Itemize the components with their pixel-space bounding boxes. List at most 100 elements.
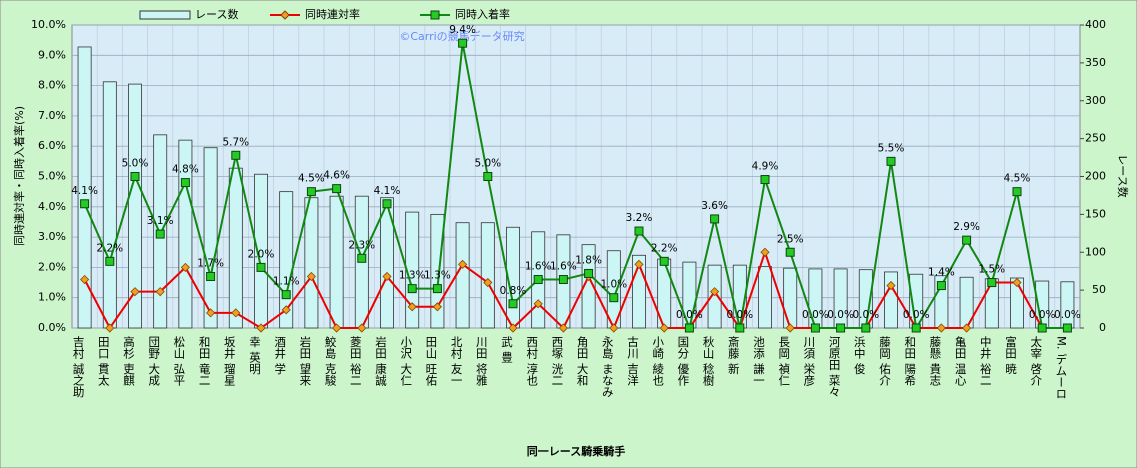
data-label: 0.0% [827, 309, 854, 321]
marker [382, 271, 392, 282]
data-label: 3.2% [626, 212, 653, 224]
y-tick-label: 3.0% [38, 230, 66, 243]
x-tick-label: 川田 将雅 [475, 336, 489, 386]
marker [1012, 187, 1022, 197]
x-tick-label: 小崎 綾也 [651, 336, 665, 386]
marker [987, 278, 997, 288]
data-label: 5.5% [878, 142, 905, 154]
x-tick-label: 秋山 稔樹 [702, 335, 716, 386]
line [83, 249, 1068, 331]
bar [203, 147, 218, 329]
marker [458, 38, 468, 48]
marker [558, 323, 568, 333]
x-tick-label: 和田 陽希 [903, 336, 917, 386]
y2-tick-label: 100 [1085, 245, 1106, 258]
legend-label: レース数 [195, 8, 238, 21]
marker [861, 323, 871, 333]
x-tick-label: 川須 栄彦 [802, 336, 816, 386]
marker [332, 323, 342, 333]
data-label: 1.6% [550, 261, 577, 273]
x-tick-label: 池添 謙一 [752, 336, 766, 386]
x-tick-label: 酒井 学 [273, 336, 287, 374]
marker [306, 187, 316, 197]
data-label: 4.9% [752, 161, 779, 173]
data-label: 4.5% [298, 173, 325, 185]
y2-tick-label: 50 [1092, 283, 1106, 296]
data-label: 2.2% [651, 242, 678, 254]
data-label: 9.4% [449, 24, 476, 36]
x-tick-label: 岩田 康誠 [374, 335, 388, 386]
marker [634, 259, 644, 269]
marker [155, 229, 165, 239]
marker [483, 277, 493, 288]
x-tick-label: 角田 大和 [576, 336, 590, 386]
marker [886, 156, 896, 166]
data-label: 4.1% [374, 185, 401, 197]
marker [105, 256, 115, 266]
x-tick-label: 西村 淳也 [525, 336, 539, 386]
data-label: 3.6% [701, 200, 728, 212]
x-tick-label: 太宰 啓介 [1029, 336, 1043, 386]
marker [1062, 323, 1072, 333]
data-label: 0.0% [1029, 309, 1056, 321]
marker [281, 305, 291, 315]
y-tick-label: 0.0% [38, 321, 66, 334]
data-label: 0.8% [500, 285, 527, 297]
x-tick-label: 田口 貫太 [97, 336, 111, 386]
marker [659, 256, 669, 266]
marker [357, 323, 367, 333]
x-tick-label: 団野 大成 [147, 336, 161, 386]
marker [911, 323, 921, 333]
x-tick-label: 岩田 望来 [298, 335, 312, 386]
x-tick-label: 田山 旺佑 [424, 336, 438, 386]
marker [886, 281, 896, 291]
marker [180, 262, 190, 272]
y2-tick-label: 400 [1085, 18, 1106, 31]
marker [80, 199, 90, 209]
data-label: 2.3% [348, 239, 375, 251]
marker [206, 308, 216, 318]
data-label: 5.0% [122, 158, 149, 170]
marker [130, 172, 140, 181]
marker [684, 323, 694, 333]
y-tick-label: 5.0% [38, 170, 66, 183]
y2-axis-title: レース数 [1116, 154, 1129, 197]
marker [458, 259, 468, 269]
line [83, 42, 1068, 332]
data-label: 4.8% [172, 164, 199, 176]
marker [206, 271, 216, 281]
data-label: 4.6% [323, 170, 350, 182]
y-axis-title: 同時連対率・同時入着率(%) [12, 106, 26, 246]
marker [836, 323, 846, 333]
y-tick-label: 2.0% [38, 260, 66, 273]
legend-marker [430, 10, 440, 20]
marker [1012, 277, 1022, 288]
watermark: ©Carriの競馬データ研究 [399, 29, 524, 43]
marker [962, 235, 972, 245]
x-tick-label: 藤岡 佑介 [878, 336, 892, 386]
data-label: 5.7% [222, 136, 249, 148]
x-tick-label: 河原田 菜々 [828, 336, 842, 397]
data-label: 1.8% [575, 254, 602, 266]
y-tick-label: 9.0% [38, 48, 66, 61]
marker [231, 308, 241, 318]
legend-swatch [139, 10, 191, 20]
x-tick-label: 亀田 温心 [954, 335, 968, 386]
y2-tick-label: 250 [1085, 132, 1106, 145]
x-tick-label: 国分 優作 [676, 336, 690, 386]
marker [508, 299, 518, 309]
x-tick-label: 坂井 瑠星 [223, 336, 237, 386]
data-label: 0.0% [802, 309, 829, 321]
data-label: 4.5% [1004, 173, 1031, 185]
legend-label: 同時入着率 [455, 7, 510, 21]
bar [77, 46, 92, 329]
x-tick-label: 富田 暁 [1004, 335, 1018, 374]
y-tick-label: 1.0% [38, 291, 66, 304]
x-tick-label: 藤懸 貴志 [928, 336, 942, 386]
marker [332, 184, 342, 194]
x-tick-label: 古川 吉洋 [626, 335, 640, 386]
marker [760, 175, 770, 185]
marker [533, 275, 543, 285]
y-tick-label: 7.0% [38, 109, 66, 122]
